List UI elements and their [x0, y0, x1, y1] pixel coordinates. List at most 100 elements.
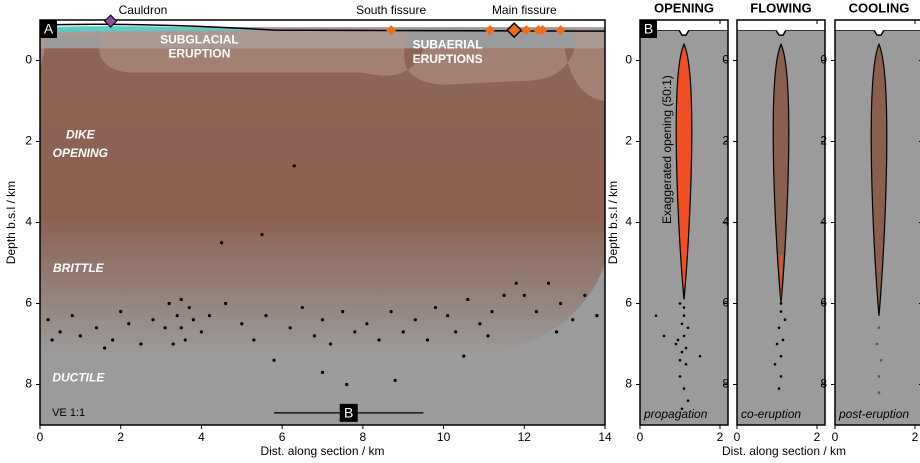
y-tick-label: 6	[820, 296, 827, 310]
x-tick-label: 2	[912, 430, 919, 444]
earthquake	[682, 334, 686, 338]
x-tick-label: 0	[37, 430, 44, 444]
earthquake	[272, 358, 276, 362]
ve-label: VE 1:1	[52, 407, 85, 419]
fissure-label: South fissure	[356, 3, 426, 17]
earthquake	[534, 310, 538, 314]
earthquake	[264, 314, 268, 318]
earthquake	[353, 330, 357, 334]
earthquake	[167, 301, 171, 306]
earthquake	[187, 305, 191, 310]
zone-label: SUBAERIAL	[413, 37, 483, 51]
dike	[870, 42, 888, 316]
earthquake	[345, 382, 349, 387]
sky	[835, 20, 920, 31]
panel-title: FLOWING	[750, 0, 811, 15]
earthquake	[877, 375, 881, 378]
earthquake	[175, 314, 179, 318]
earthquake	[680, 350, 684, 354]
earthquake	[183, 338, 187, 342]
earthquake	[682, 306, 686, 309]
fissure-marker	[537, 25, 548, 36]
earthquake	[779, 354, 783, 358]
y-tick-label: 8	[820, 377, 827, 391]
x-tick-label: 0	[734, 430, 741, 444]
panel-label: A	[44, 21, 54, 37]
earthquake	[46, 318, 50, 322]
fissure-marker	[484, 25, 495, 36]
cauldron-marker	[103, 14, 118, 28]
y-tick-label: 2	[625, 134, 632, 148]
earthquake	[680, 322, 684, 326]
earthquake	[94, 326, 99, 330]
sky	[737, 20, 825, 31]
section-label-box	[339, 403, 358, 422]
earthquake	[486, 334, 490, 338]
x-tick-label: 2	[717, 430, 724, 444]
y-tick-label: 8	[25, 377, 32, 391]
earthquake	[478, 322, 482, 326]
zone-label: ERUPTION	[168, 47, 230, 61]
y-axis-label: Depth b.s.l / km	[606, 181, 620, 264]
earthquake	[151, 318, 155, 322]
x-tick-label: 0	[832, 430, 839, 444]
y-tick-label: 2	[25, 134, 32, 148]
earthquake	[288, 326, 292, 330]
zone-label: OPENING	[53, 146, 108, 160]
earthquake	[50, 338, 54, 342]
earthquake	[260, 233, 264, 237]
earthquake	[554, 330, 559, 334]
x-tick-label: 8	[360, 430, 367, 444]
zone-label: DIKE	[66, 128, 96, 142]
earthquake	[224, 301, 228, 306]
earthquake	[433, 305, 438, 310]
earthquake	[191, 318, 195, 322]
panel-label-box	[640, 20, 657, 38]
fissure-marker	[521, 25, 532, 36]
earthquake	[490, 310, 494, 314]
earthquake	[413, 318, 417, 322]
earthquake	[328, 342, 333, 346]
earthquake	[462, 354, 466, 358]
panel-title: COOLING	[849, 0, 910, 15]
earthquake	[320, 370, 325, 374]
x-tick-label: 12	[518, 430, 532, 444]
earthquake	[300, 305, 304, 310]
earthquake	[119, 310, 123, 314]
y-tick-label: 2	[820, 134, 827, 148]
y-tick-label: 8	[722, 377, 729, 391]
earthquake	[680, 407, 684, 411]
earthquake	[686, 326, 690, 330]
earthquake	[78, 334, 82, 338]
y-tick-label: 2	[722, 134, 729, 148]
x-tick-label: 2	[814, 430, 821, 444]
earthquake	[559, 301, 563, 306]
fissure-marker	[506, 22, 523, 39]
earthquake	[678, 375, 682, 378]
earthquake	[341, 310, 345, 314]
earthquake	[773, 362, 777, 366]
earthquake	[252, 338, 256, 342]
y-tick-label: 4	[820, 215, 827, 229]
zone-label: SUBGLACIAL	[160, 32, 239, 46]
earthquake	[111, 338, 115, 342]
fissure-marker	[386, 25, 397, 36]
earthquake	[514, 281, 518, 285]
earthquake	[220, 241, 224, 245]
section-label: B	[344, 405, 353, 421]
panel-caption: co-eruption	[741, 407, 801, 421]
cauldron-label: Cauldron	[119, 3, 168, 17]
panel-title: OPENING	[654, 0, 714, 15]
zone-label: DUCTILE	[52, 371, 105, 385]
earthquake	[775, 342, 779, 346]
earthquake	[678, 358, 682, 362]
earthquake	[686, 399, 690, 403]
earthquake	[320, 318, 325, 322]
earthquake	[127, 322, 131, 326]
earthquake	[698, 354, 702, 358]
plot-area	[640, 20, 728, 425]
plot-area	[40, 20, 605, 425]
earthquake	[879, 358, 883, 362]
x-axis-label: Dist. along section / km	[260, 444, 384, 458]
earthquake	[454, 330, 458, 334]
